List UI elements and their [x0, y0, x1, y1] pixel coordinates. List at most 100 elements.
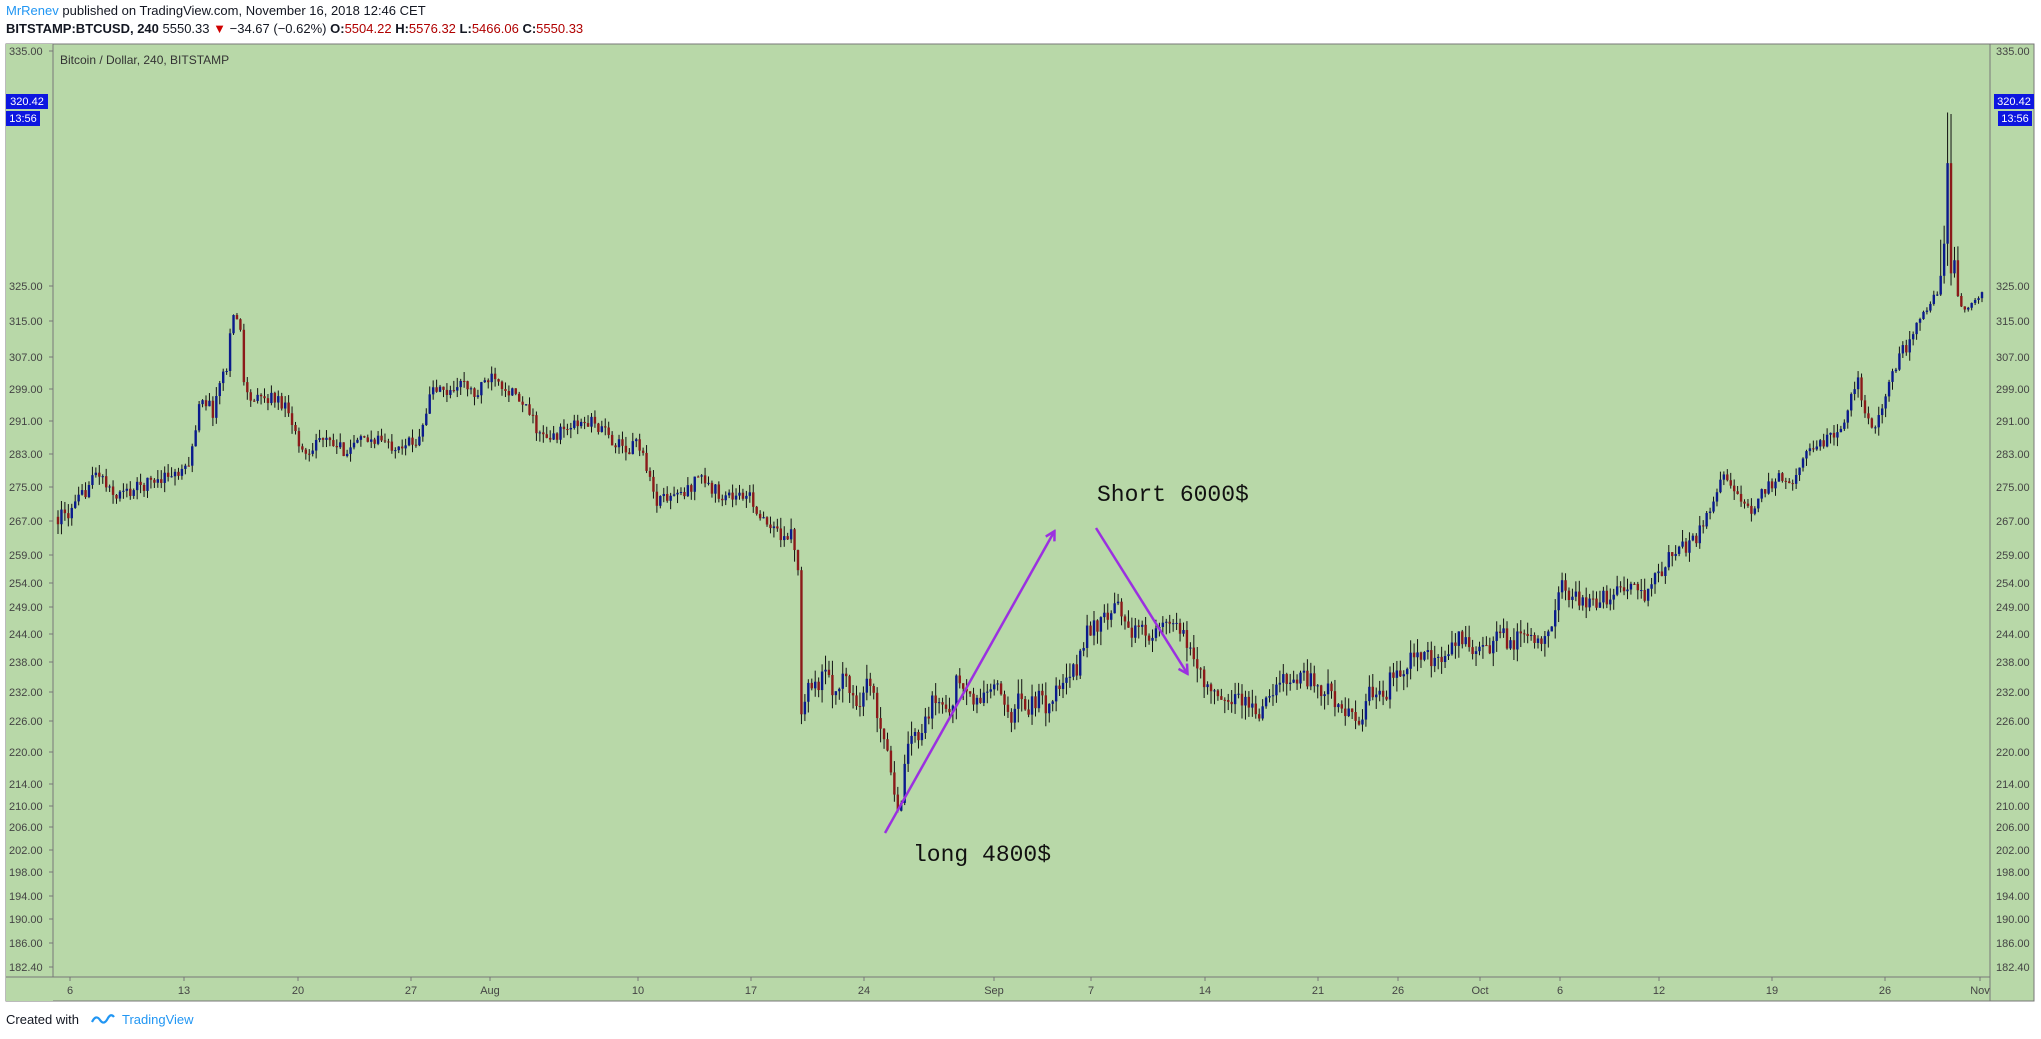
candle-body: [617, 439, 621, 448]
candle-body: [638, 439, 641, 451]
x-tick-label: 24: [858, 985, 870, 997]
x-tick-label: 13: [178, 985, 190, 997]
short-annotation: Short 6000$: [1097, 482, 1249, 508]
y-tick-label-left: 244.00: [9, 629, 43, 641]
candle-body: [1595, 598, 1598, 608]
candle-body: [1323, 694, 1326, 697]
candle-body: [1874, 427, 1877, 429]
candle-body: [542, 432, 545, 435]
candle-body: [1822, 440, 1825, 447]
candle-body: [555, 433, 559, 440]
candle-body: [1819, 440, 1822, 447]
candle-body: [1853, 389, 1856, 395]
candle-body: [335, 446, 338, 448]
candle-body: [428, 394, 431, 414]
candle-body: [1423, 652, 1426, 660]
y-tick-label-right: 254.00: [1996, 578, 2030, 590]
y-tick-label-right: 182.40: [1996, 962, 2030, 974]
candle-body: [762, 517, 765, 519]
candle-body: [1457, 631, 1461, 646]
candle-body: [1591, 598, 1595, 600]
candle-body: [400, 446, 404, 449]
candle-body: [1344, 708, 1347, 717]
candle-body: [793, 529, 796, 551]
candle-body: [418, 436, 421, 446]
x-tick-label: 14: [1199, 985, 1211, 997]
candle-body: [160, 479, 163, 483]
candle-body: [628, 452, 631, 455]
candle-body: [1058, 685, 1061, 690]
candle-body: [1712, 501, 1715, 512]
candle-body: [745, 495, 748, 499]
candle-body: [1609, 599, 1612, 605]
footer: Created with TradingView: [6, 1012, 194, 1029]
candle-body: [1268, 696, 1271, 698]
candle-body: [955, 675, 958, 706]
candle-body: [242, 329, 246, 383]
candle-body: [1554, 610, 1557, 627]
candle-body: [67, 513, 70, 519]
candle-body: [820, 671, 824, 691]
candle-body: [1147, 635, 1151, 641]
candle-body: [566, 429, 569, 431]
candle-body: [696, 476, 700, 478]
candle-body: [1251, 703, 1254, 708]
candle-body: [1523, 633, 1526, 635]
candle-body: [710, 482, 714, 494]
candle-body: [342, 442, 345, 457]
candle-body: [1574, 591, 1578, 597]
candle-body: [514, 388, 517, 394]
candle-body: [1863, 400, 1867, 414]
candle-body: [690, 485, 693, 492]
candle-body: [1674, 553, 1677, 557]
candle-body: [1736, 491, 1739, 494]
candle-body: [239, 319, 242, 330]
price-chart[interactable]: Bitcoin / Dollar, 240, BITSTAMP 182.4018…: [0, 40, 2041, 1005]
y-tick-label-left: 299.00: [9, 384, 43, 396]
x-tick-label: 10: [632, 985, 644, 997]
candle-body: [848, 676, 851, 694]
candle-body: [197, 404, 201, 431]
candle-body: [700, 475, 703, 477]
candle-body: [1815, 446, 1818, 450]
candle-body: [480, 382, 483, 396]
y-tick-label-right: 315.00: [1996, 316, 2030, 328]
candle-body: [1275, 684, 1278, 696]
candle-body: [297, 431, 301, 447]
x-ticks: 6 13 20 27 Aug 10 17 24 Sep 7 14 21 26 Oct 6 12 19 26 Nov: [67, 977, 1990, 997]
candle-body: [1192, 647, 1196, 660]
candle-body: [962, 683, 965, 689]
candle-body: [411, 437, 414, 445]
candle-body: [734, 495, 738, 500]
tradingview-link[interactable]: TradingView: [122, 1012, 194, 1027]
candle-body: [304, 449, 308, 454]
right-price-tag: 320.42 13:56: [1994, 94, 2034, 126]
candle-body: [1519, 631, 1522, 634]
candle-body: [349, 447, 352, 454]
candle-body: [142, 484, 146, 491]
candle-body: [1564, 580, 1567, 591]
candle-body: [889, 750, 893, 773]
candle-body: [1698, 525, 1701, 544]
plot-area[interactable]: [5, 43, 1991, 1002]
candle-body: [1495, 631, 1498, 641]
left-price-axis[interactable]: [6, 44, 53, 1001]
author-link[interactable]: MrRenev: [6, 3, 59, 18]
x-tick-label: 6: [1557, 985, 1563, 997]
candle-body: [1392, 672, 1395, 678]
candle-body: [345, 453, 349, 457]
candle-body: [748, 492, 752, 496]
candle-body: [1850, 394, 1853, 411]
candle-body: [1350, 708, 1354, 713]
candle-body: [1020, 693, 1023, 700]
candle-body: [1227, 699, 1230, 702]
candle-body: [1361, 719, 1364, 725]
candle-body: [1068, 676, 1072, 678]
last-price: 5550.33: [162, 21, 210, 36]
right-price-axis[interactable]: [1989, 43, 2035, 1002]
candle-body: [834, 691, 838, 696]
y-tick-label-left: 315.00: [9, 316, 43, 328]
candle-body: [521, 401, 524, 405]
candle-body: [263, 396, 266, 399]
candle-body: [1901, 345, 1905, 354]
